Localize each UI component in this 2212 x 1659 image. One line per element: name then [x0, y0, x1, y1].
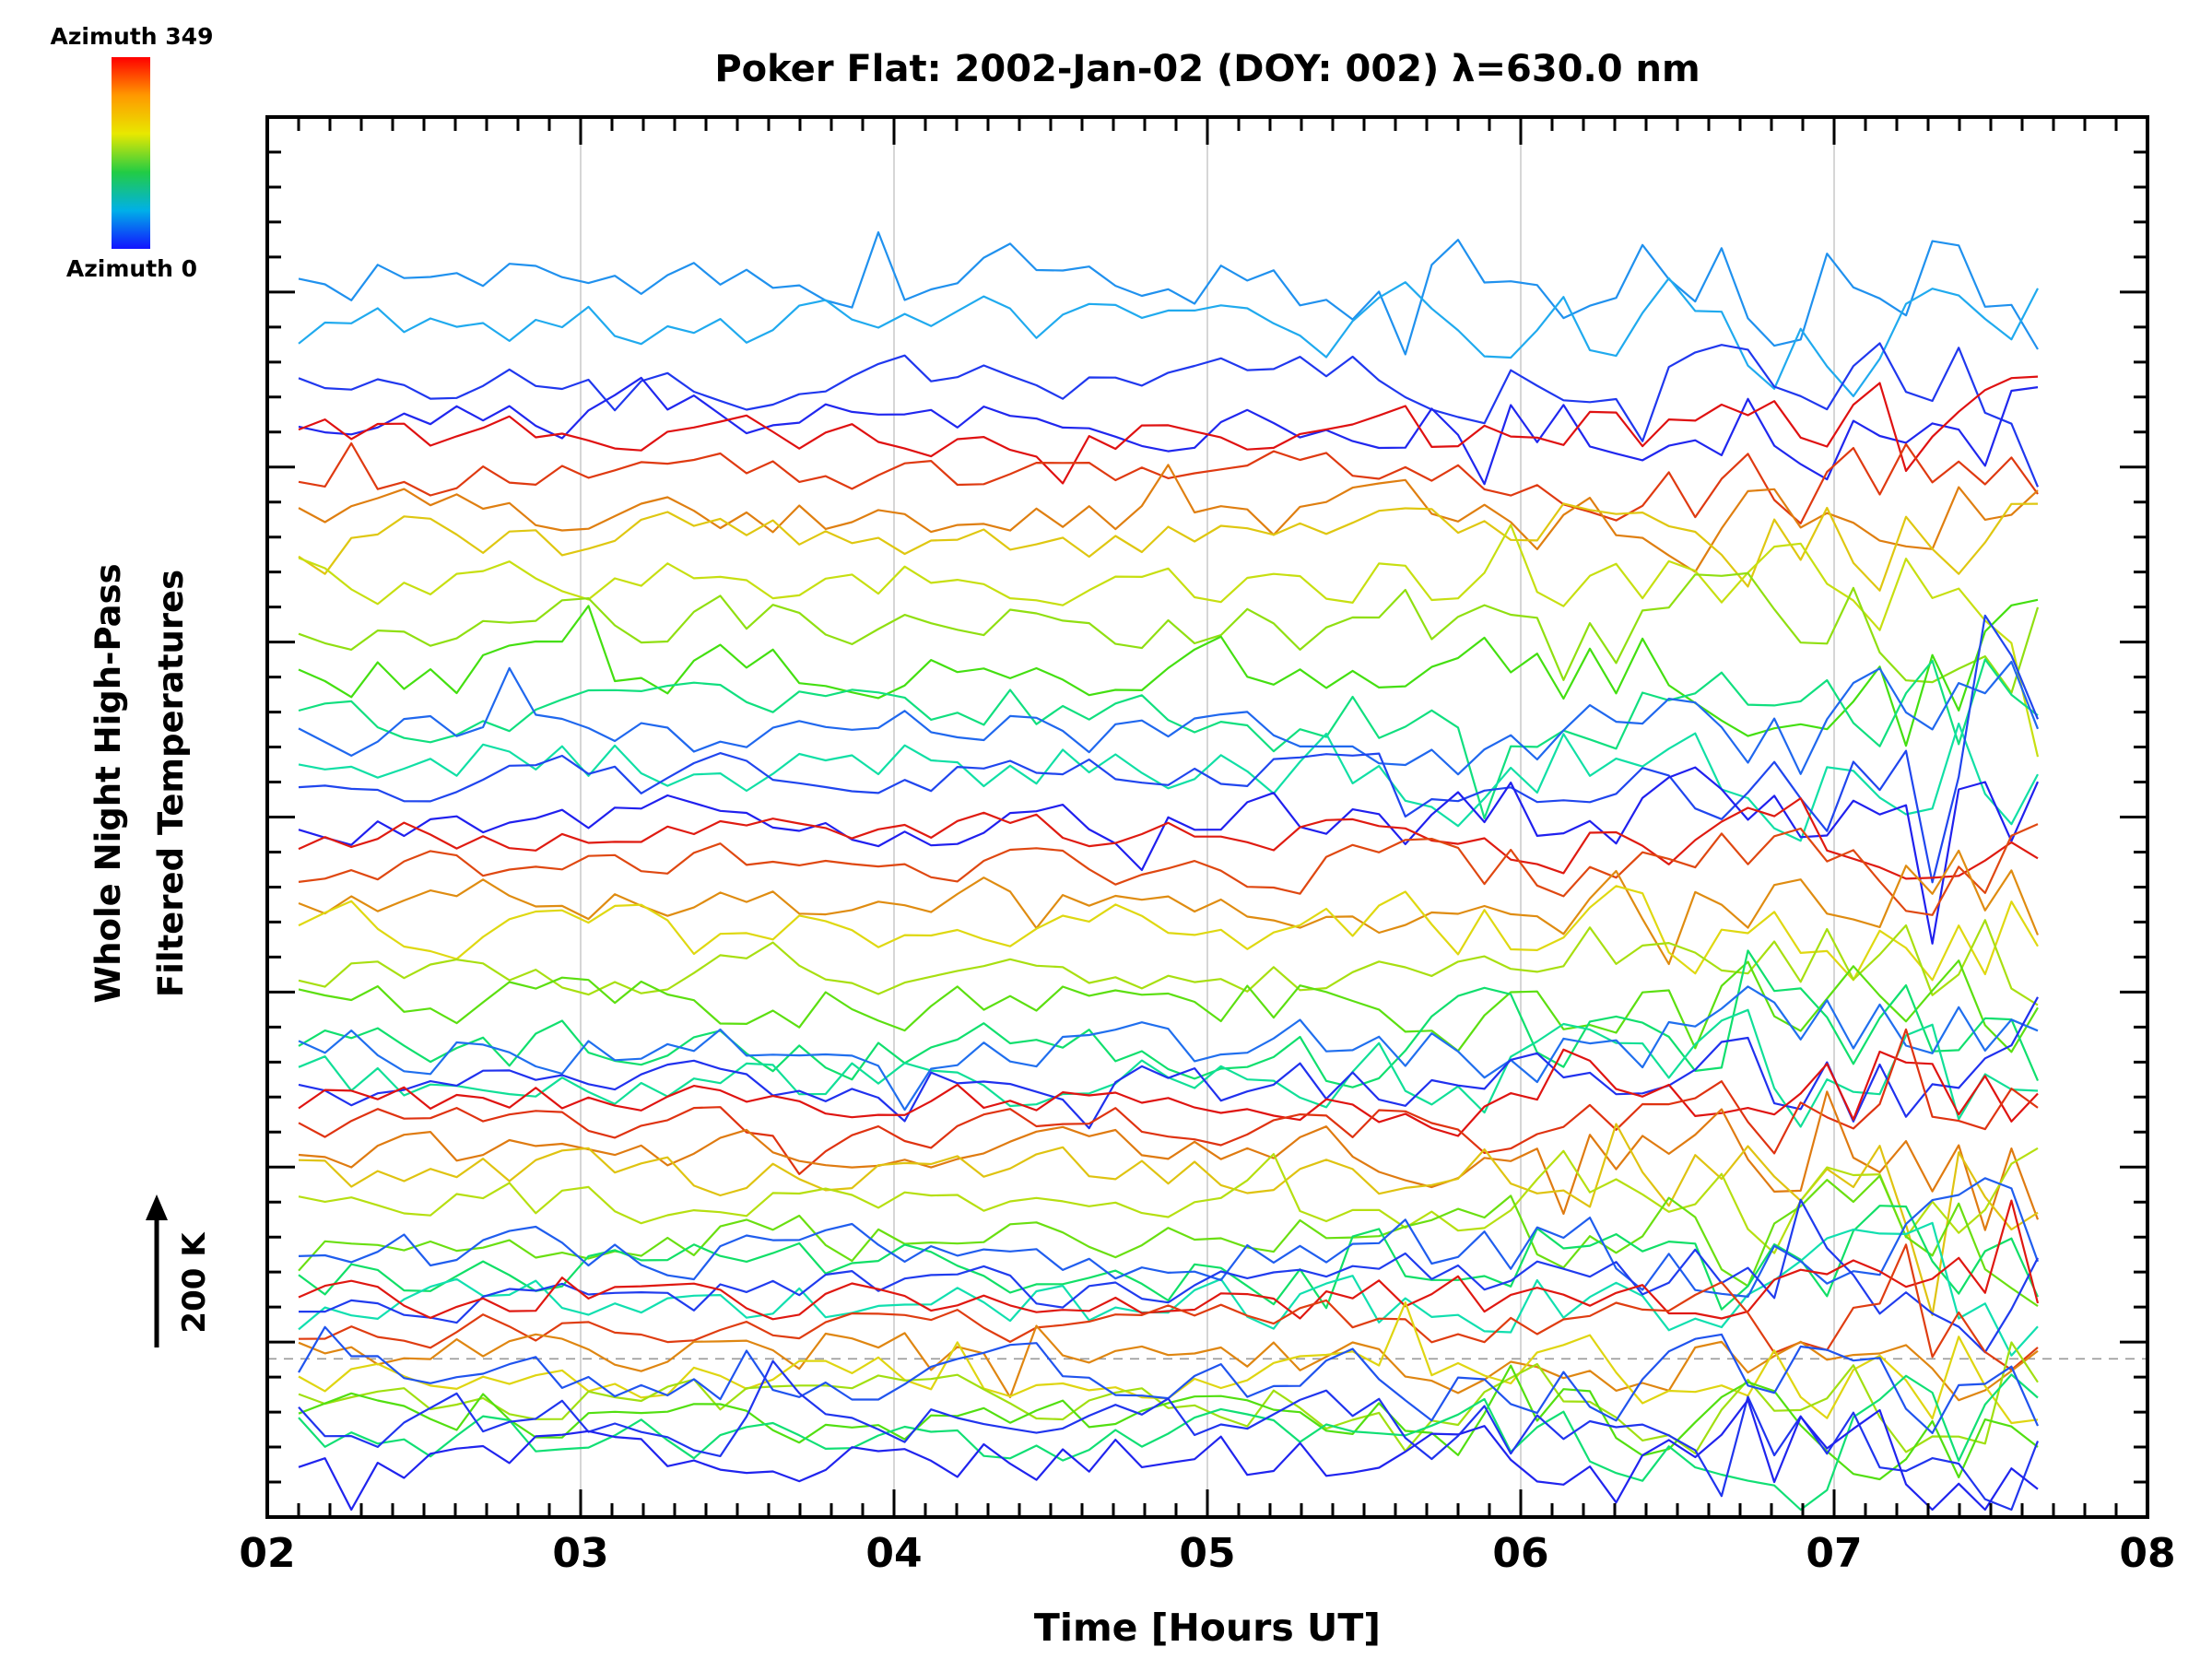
x-tick-label-02: 02 [239, 1530, 295, 1577]
series-azimuth-135 [298, 949, 2040, 1088]
x-tick-label-06: 06 [1492, 1530, 1548, 1577]
series-azimuth-2 [298, 1398, 2039, 1512]
series-azimuth-30 [298, 660, 2040, 776]
x-tick-label-07: 07 [1806, 1530, 1862, 1577]
series-azimuth-272 [298, 502, 2039, 592]
series-azimuth-346 [298, 1199, 2040, 1321]
x-tick-label-04: 04 [865, 1530, 922, 1577]
series-azimuth-34 [298, 985, 2039, 1112]
series-azimuth-349 [298, 375, 2039, 485]
series-azimuth-266 [298, 1301, 2039, 1425]
series-azimuth-138 [298, 1205, 2040, 1311]
series-azimuth-238 [298, 919, 2039, 1006]
x-axis-title: Time [Hours UT] [1034, 1606, 1381, 1650]
series-azimuth-236 [298, 1341, 2039, 1455]
series-azimuth-128 [298, 658, 2039, 820]
y-axis-label-line1: Whole Night High-Pass [88, 563, 128, 1003]
colorbar-bottom-label: Azimuth 0 [66, 255, 197, 282]
x-tick-labels: 02 03 04 05 06 07 08 [239, 1530, 2175, 1577]
colorbar-top-label: Azimuth 349 [51, 23, 214, 50]
series-azimuth-3 [298, 376, 2039, 486]
series-azimuth-58 [298, 276, 2039, 397]
series-azimuth-202 [298, 1364, 2039, 1481]
chart-title: Poker Flat: 2002-Jan-02 (DOY: 002) λ=630… [714, 48, 1700, 90]
series-azimuth-228 [298, 571, 2040, 694]
series-azimuth-0 [298, 766, 2040, 945]
series-azimuth-22 [298, 1325, 2040, 1435]
x-tick-label-05: 05 [1179, 1530, 1235, 1577]
series-azimuth-347 [298, 1048, 2039, 1137]
series-azimuth-196 [298, 598, 2039, 747]
series-azimuth-302 [298, 464, 2039, 573]
series-azimuth-344 [298, 796, 2039, 880]
series-azimuth-16 [298, 614, 2040, 884]
series-azimuth-206 [298, 959, 2039, 1053]
series-azimuth-274 [298, 1123, 2039, 1316]
scale-bar: 200 K [146, 1194, 213, 1347]
series-azimuth-26 [298, 1177, 2040, 1299]
x-tick-label-08: 08 [2119, 1530, 2175, 1577]
series-azimuth-332 [298, 441, 2039, 525]
data-series [298, 230, 2040, 1512]
series-azimuth-330 [298, 1243, 2039, 1371]
series-azimuth-112 [298, 722, 2039, 842]
scale-bar-label: 200 K [176, 1231, 213, 1334]
series-azimuth-48 [298, 230, 2039, 356]
series-azimuth-132 [298, 1373, 2039, 1512]
series-azimuth-10 [298, 342, 2040, 488]
scale-arrow-head [146, 1194, 168, 1220]
series-azimuth-7 [298, 996, 2039, 1130]
series-azimuth-334 [298, 1028, 2039, 1176]
x-tick-label-03: 03 [552, 1530, 608, 1577]
y-axis-label-line2: Filtered Temperatures [151, 570, 191, 997]
series-azimuth-326 [298, 823, 2039, 916]
gridlines [580, 117, 1835, 1517]
series-azimuth-300 [298, 1324, 2039, 1402]
plot-frame [265, 115, 2149, 1519]
series-azimuth-264 [298, 885, 2039, 982]
series-azimuth-244 [298, 1147, 2039, 1254]
series-azimuth-12 [299, 1198, 2039, 1354]
series-azimuth-296 [298, 849, 2040, 966]
colorbar-gradient [112, 57, 150, 249]
